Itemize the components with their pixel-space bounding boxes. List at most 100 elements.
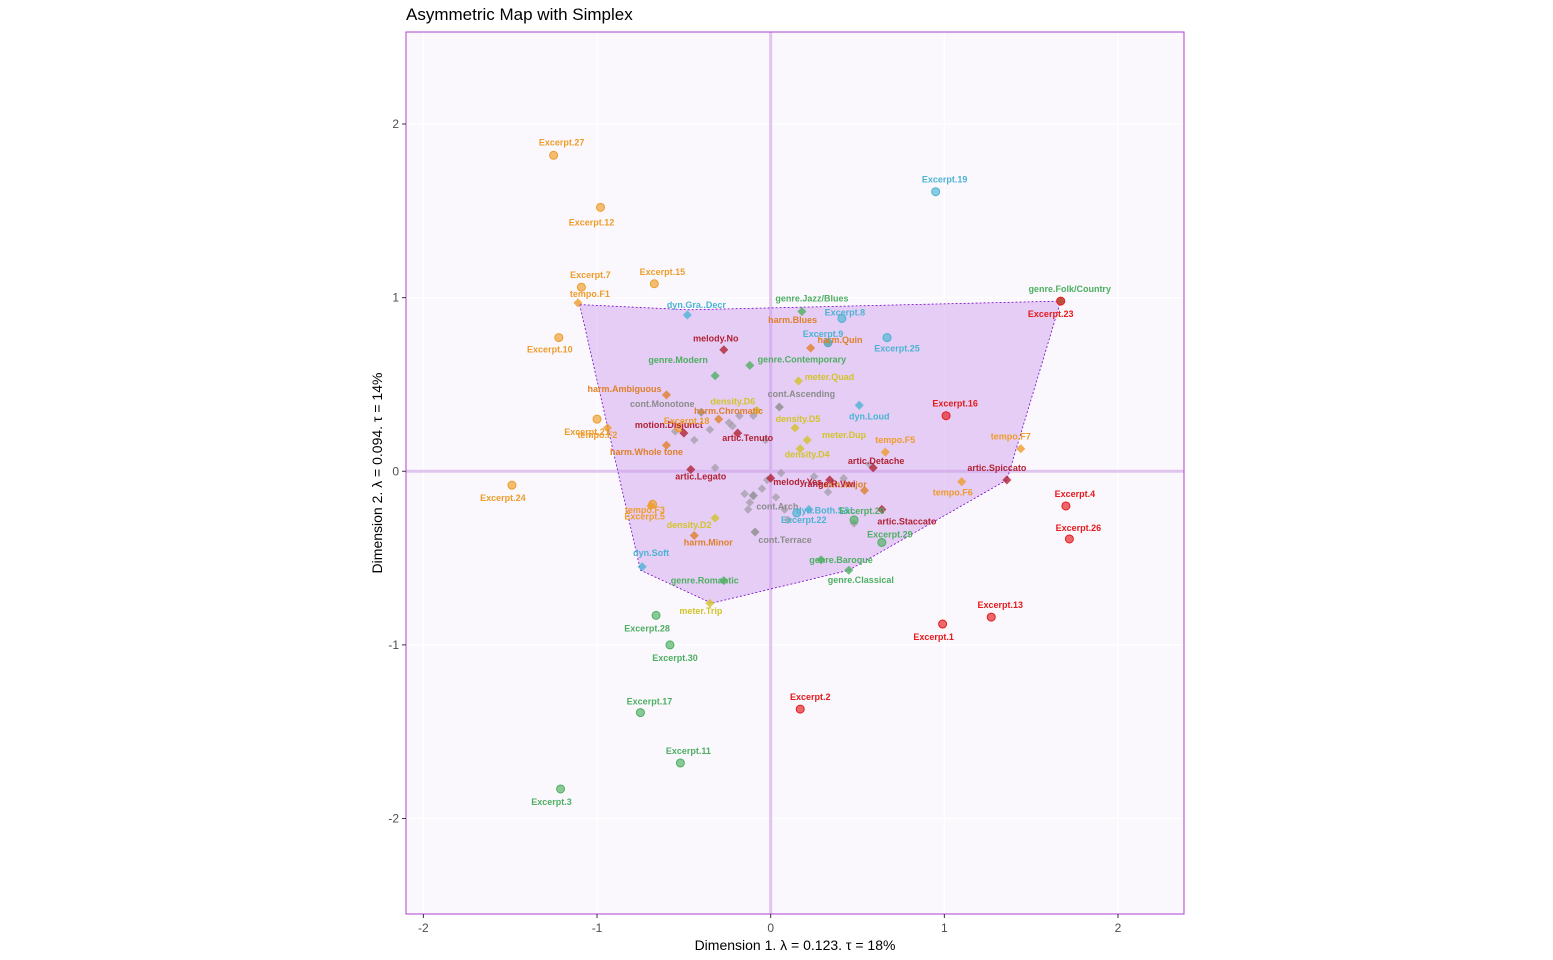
column-point-harm-whole-tone xyxy=(661,440,672,450)
column-label-motion-disjunct: motion.Disjunct xyxy=(635,420,703,430)
simplex-polygon xyxy=(579,300,1062,604)
column-label-cont-monotone: cont.Monotone xyxy=(630,399,695,409)
row-label-excerpt-27: Excerpt.27 xyxy=(539,137,585,147)
row-label-excerpt-28: Excerpt.28 xyxy=(624,623,670,633)
row-label-excerpt-7: Excerpt.7 xyxy=(570,270,611,280)
column-point-melody-no xyxy=(719,345,729,355)
column-label-genre-classical: genre.Classical xyxy=(828,575,894,585)
row-label-excerpt-29: Excerpt.29 xyxy=(867,529,913,539)
column-label-tempo-f5: tempo.F5 xyxy=(875,435,915,445)
column-label-cont-arch: cont.Arch xyxy=(756,502,798,512)
row-label-excerpt-10: Excerpt.10 xyxy=(527,345,573,355)
column-label-harm-quin: harm.Quin xyxy=(817,335,862,345)
column-label-cont-ascending: cont.Ascending xyxy=(768,389,836,399)
column-label-density-d5: density.D5 xyxy=(776,414,821,424)
row-point-excerpt-29 xyxy=(877,537,887,547)
x-tick-label: 1 xyxy=(941,921,948,935)
column-point-tempo-f7 xyxy=(1016,444,1026,454)
row-label-excerpt-25: Excerpt.25 xyxy=(874,344,920,354)
background-points xyxy=(670,411,874,528)
column-label-meter-trip: meter.Trip xyxy=(679,606,723,616)
background-point xyxy=(705,425,715,434)
column-label-dyn-both-s-l: dyn.Both.S&L xyxy=(796,505,856,515)
y-axis-title: Dimension 2. λ = 0.094. τ = 14% xyxy=(369,373,385,574)
row-point-excerpt-27 xyxy=(549,150,559,160)
background-point xyxy=(839,473,848,483)
row-point-excerpt-21 xyxy=(592,414,602,424)
y-tick-label: 0 xyxy=(392,464,399,478)
row-label-excerpt-26: Excerpt.26 xyxy=(1056,523,1102,533)
background-point xyxy=(761,435,770,445)
row-point-excerpt-26 xyxy=(1064,534,1074,544)
row-label-excerpt-21: Excerpt.21 xyxy=(564,427,610,437)
column-label-genre-modern: genre.Modern xyxy=(648,355,708,365)
row-point-excerpt-28 xyxy=(651,610,661,620)
row-label-excerpt-15: Excerpt.15 xyxy=(640,267,686,277)
x-tick-label: 0 xyxy=(767,921,774,935)
column-point-artic-tenuto xyxy=(733,428,743,438)
column-point-meter-trip xyxy=(705,598,715,608)
row-point-excerpt-22 xyxy=(792,508,802,518)
column-label-artic-staccato: artic.Staccato xyxy=(877,516,937,526)
row-point-excerpt-2 xyxy=(795,704,805,714)
background-point xyxy=(710,463,720,473)
column-point-dyn-both-s-l xyxy=(804,504,814,514)
row-point-excerpt-13 xyxy=(986,612,996,622)
row-label-excerpt-12: Excerpt.12 xyxy=(569,217,615,227)
row-point-excerpt-8 xyxy=(837,313,847,323)
row-label-excerpt-20: Excerpt.20 xyxy=(839,506,885,516)
column-label-artic-spiccato: artic.Spiccato xyxy=(967,463,1027,473)
row-label-excerpt-23: Excerpt.23 xyxy=(1028,309,1074,319)
row-point-excerpt-1 xyxy=(938,619,948,629)
column-label-meter-quad: meter.Quad xyxy=(805,372,855,382)
row-point-excerpt-30 xyxy=(665,640,675,650)
column-label-melody-yes: melody.Yes xyxy=(773,477,822,487)
column-point-harm-minor xyxy=(689,530,699,541)
y-tick-label: -1 xyxy=(388,638,399,652)
background-point xyxy=(743,505,753,514)
column-label-dyn-loud: dyn.Loud xyxy=(849,411,890,421)
column-label-artic-legato: artic.Legato xyxy=(675,472,727,482)
column-label-density-d4: density.D4 xyxy=(785,450,830,460)
plot-panel xyxy=(406,32,1184,914)
background-point xyxy=(740,489,749,499)
background-point xyxy=(735,411,744,420)
row-point-excerpt-5 xyxy=(648,499,658,509)
column-label-density-d6: density.D6 xyxy=(710,396,755,406)
column-label-artic-tenuto: artic.Tenuto xyxy=(722,433,773,443)
row-label-excerpt-11: Excerpt.11 xyxy=(666,746,711,756)
column-label-melody-no: melody.No xyxy=(693,334,739,344)
column-label-tempo-f1: tempo.F1 xyxy=(570,289,610,299)
column-label-harm-major: harm.Major xyxy=(818,479,867,489)
x-tick-label: 2 xyxy=(1115,921,1122,935)
column-label-meter-dup: meter.Dup xyxy=(822,430,867,440)
column-label-genre-romantic: genre.Romantic xyxy=(671,576,739,586)
background-point xyxy=(757,484,767,493)
column-point-cont-arch xyxy=(748,491,758,501)
column-label-harm-whole-tone: harm.Whole tone xyxy=(610,447,683,457)
row-point-excerpt-3 xyxy=(556,784,566,794)
column-label-harm-blues: harm.Blues xyxy=(768,315,817,325)
column-point-dyn-soft xyxy=(637,562,647,572)
background-point xyxy=(783,515,793,525)
row-label-excerpt-3: Excerpt.3 xyxy=(531,797,572,807)
row-label-excerpt-5: Excerpt.5 xyxy=(624,511,665,521)
column-label-artic-detache: artic.Detache xyxy=(848,456,905,466)
background-point xyxy=(690,435,699,445)
x-axis-title: Dimension 1. λ = 0.123. τ = 18% xyxy=(695,937,896,953)
row-point-excerpt-9 xyxy=(823,338,833,348)
column-label-genre-baroque: genre.Baroque xyxy=(809,555,873,565)
column-label-range-r-vwi: range.R.Vwi xyxy=(804,479,856,489)
column-label-genre-folk-country: genre.Folk/Country xyxy=(1028,284,1111,294)
column-label-tempo-f7: tempo.F7 xyxy=(991,432,1031,442)
column-label-genre-jazz-blues: genre.Jazz/Blues xyxy=(775,294,848,304)
row-label-excerpt-19: Excerpt.19 xyxy=(922,175,968,185)
row-label-excerpt-24: Excerpt.24 xyxy=(480,493,526,503)
column-label-dyn-gra-decr: dyn.Gra..Decr xyxy=(667,300,727,310)
row-point-excerpt-24 xyxy=(507,480,517,490)
row-label-excerpt-30: Excerpt.30 xyxy=(652,653,698,663)
y-tick-label: -2 xyxy=(388,812,399,826)
column-point-cont-monotone xyxy=(696,407,706,417)
y-tick-label: 2 xyxy=(392,117,399,131)
row-label-excerpt-1: Excerpt.1 xyxy=(913,632,954,642)
